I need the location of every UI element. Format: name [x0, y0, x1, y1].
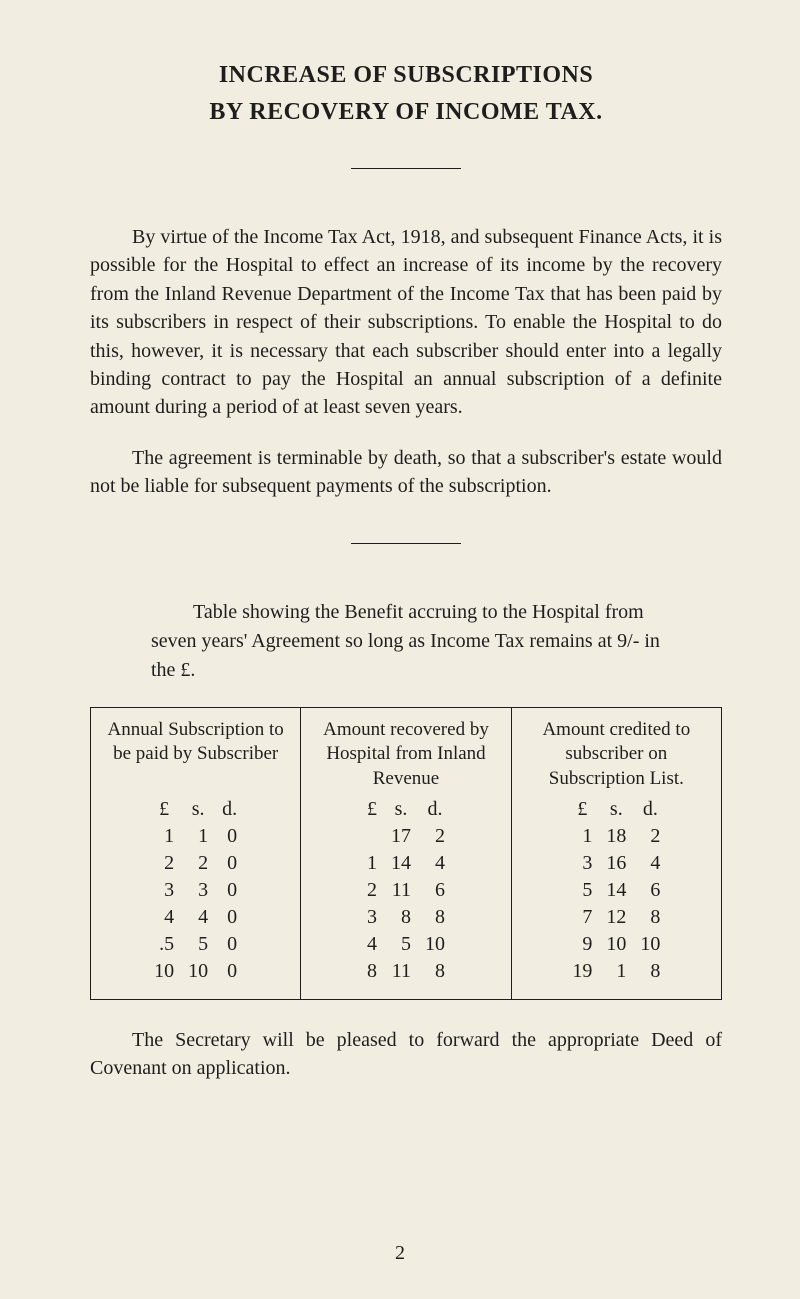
lsd-header: £ s. d. [360, 796, 452, 823]
table-data-row: £ s. d. 110 220 330 440 .550 10100 £ s [91, 794, 722, 1000]
title-line-1: INCREASE OF SUBSCRIPTIONS [90, 62, 722, 89]
unit-shilling: s. [181, 796, 215, 823]
lsd-row: .550 [147, 931, 244, 958]
unit-pound: £ [565, 796, 599, 823]
paragraph-2: The agreement is terminable by death, so… [90, 444, 722, 501]
paragraph-3: The Secretary will be pleased to forward… [90, 1026, 722, 1083]
table-header-row: Annual Subscrip­tion to be paid by Subsc… [91, 707, 722, 794]
cell-credited: £ s. d. 1182 3164 5146 7128 91010 1918 [511, 794, 721, 1000]
lsd-row: 8118 [360, 958, 452, 985]
paragraph-1: By virtue of the Income Tax Act, 1918, a… [90, 223, 722, 422]
lsd-subscription: £ s. d. 110 220 330 440 .550 10100 [147, 796, 244, 985]
lsd-row: 1918 [565, 958, 667, 985]
unit-pence: d. [633, 796, 667, 823]
lsd-row: 3164 [565, 850, 667, 877]
title-line-2: BY RECOVERY OF INCOME TAX. [90, 99, 722, 126]
horizontal-rule [351, 543, 461, 544]
lsd-credited: £ s. d. 1182 3164 5146 7128 91010 1918 [565, 796, 667, 985]
lsd-row: 440 [147, 904, 244, 931]
cell-subscription: £ s. d. 110 220 330 440 .550 10100 [91, 794, 301, 1000]
lsd-recovered: £ s. d. 172 1144 2116 388 4510 8118 [360, 796, 452, 985]
lsd-header: £ s. d. [147, 796, 244, 823]
col-header-recovered: Amount recovered by Hospital from Inland… [301, 707, 511, 794]
lsd-row: 330 [147, 877, 244, 904]
unit-shilling: s. [599, 796, 633, 823]
page-number: 2 [0, 1242, 800, 1265]
lsd-row: 220 [147, 850, 244, 877]
lsd-row: 4510 [360, 931, 452, 958]
lsd-row: 7128 [565, 904, 667, 931]
lsd-row: 5146 [565, 877, 667, 904]
document-page: INCREASE OF SUBSCRIPTIONS BY RECOVERY OF… [0, 0, 800, 1299]
unit-shilling: s. [384, 796, 418, 823]
lsd-header: £ s. d. [565, 796, 667, 823]
col-header-credited: Amount credited to subscriber on Subscri… [511, 707, 721, 794]
table-caption: Table showing the Benefit accruing to th… [151, 598, 661, 685]
col-header-subscription: Annual Subscrip­tion to be paid by Subsc… [91, 707, 301, 794]
lsd-row: 1182 [565, 823, 667, 850]
cell-recovered: £ s. d. 172 1144 2116 388 4510 8118 [301, 794, 511, 1000]
unit-pound: £ [360, 796, 384, 823]
unit-pence: d. [418, 796, 452, 823]
benefit-table: Annual Subscrip­tion to be paid by Subsc… [90, 707, 722, 1000]
unit-pence: d. [215, 796, 244, 823]
lsd-row: 2116 [360, 877, 452, 904]
lsd-row: 110 [147, 823, 244, 850]
lsd-row: 388 [360, 904, 452, 931]
lsd-row: 10100 [147, 958, 244, 985]
unit-pound: £ [147, 796, 181, 823]
lsd-row: 1144 [360, 850, 452, 877]
lsd-row: 172 [360, 823, 452, 850]
lsd-row: 91010 [565, 931, 667, 958]
horizontal-rule [351, 168, 461, 169]
